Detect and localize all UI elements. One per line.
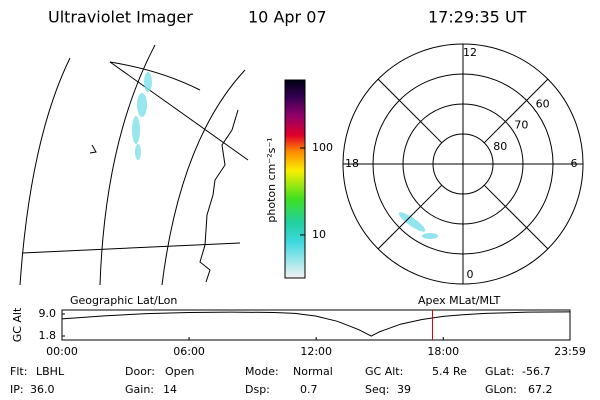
polar-ring [372,73,554,255]
info-value: 39 [397,383,411,396]
info-value: Open [165,365,194,378]
polar-plot [343,44,583,284]
polar-ring [432,133,494,195]
right-label: Apex MLat/MLT [418,294,501,307]
x-tick-label: 23:59 [554,345,586,358]
info-value: -56.7 [522,365,550,378]
info-value: 14 [163,383,177,396]
polar-lat-label: 80 [493,140,507,153]
info-value: 67.2 [528,383,553,396]
x-tick-label: 12:00 [300,345,332,358]
y-tick-label: 1.8 [39,329,57,342]
info-label: Mode: [245,365,279,378]
info-value: 5.4 Re [432,365,467,378]
info-value: 36.0 [30,383,55,396]
polar-outer-ring [342,43,584,285]
y-label: GC Alt [11,307,24,342]
info-label: IP: [10,383,24,396]
info-value: 0.7 [300,383,318,396]
polar-lat-label: 60 [536,97,550,110]
info-label: GLon: [485,383,517,396]
info-value: Normal [293,365,333,378]
polar-mlt-label: 0 [467,268,474,281]
altitude-line [61,311,571,337]
title: Ultraviolet Imager [48,8,193,27]
info-label: GLat: [485,365,514,378]
time: 17:29:35 UT [428,8,527,27]
polar-ring [402,103,524,225]
polar-lat-label: 70 [514,119,528,132]
info-label: Flt: [10,365,27,378]
colorbar-tick-label: 100 [312,141,333,154]
polar-mlt-label: 18 [345,157,359,170]
info-label: Door: [125,365,155,378]
polar-mlt-label: 6 [571,157,578,170]
info: Flt: LBHL Door: Open Mode: Normal GC Alt: 5.… [10,365,553,396]
info-label: Seq: [365,383,389,396]
x-tick-label: 00:00 [46,345,78,358]
date: 10 Apr 07 [248,8,327,27]
colorbar-label: photon cm⁻²s⁻¹ [265,137,278,222]
x-tick-label: 18:00 [427,345,459,358]
geographic-map [19,44,249,286]
colorbar-tick-label: 10 [312,228,326,241]
colorbar [284,79,306,279]
info-label: Dsp: [245,383,270,396]
y-tick-label: 9.0 [39,307,57,320]
info-label: Gain: [125,383,154,396]
left-label: Geographic Lat/Lon [70,294,177,307]
info-value: LBHL [36,365,65,378]
x-tick-label: 06:00 [173,345,205,358]
polar-mlt-label: 12 [463,46,477,59]
info-label: GC Alt: [365,365,403,378]
